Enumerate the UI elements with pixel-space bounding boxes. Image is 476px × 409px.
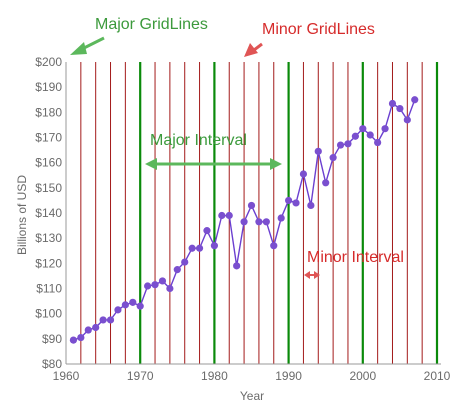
axes (65, 62, 441, 365)
data-point (285, 196, 293, 205)
y-tick-label: $80 (42, 357, 62, 371)
data-point (336, 141, 345, 149)
data-point (240, 218, 248, 226)
data-point (114, 306, 122, 314)
data-point (218, 211, 226, 220)
x-tick-label: 1970 (127, 369, 154, 383)
data-point (292, 199, 300, 207)
major-gridlines-arrow (70, 36, 105, 55)
data-point (173, 266, 181, 274)
data-point (195, 244, 204, 252)
major-gridlines-annotation: Major GridLines (95, 16, 208, 33)
data-point (299, 170, 308, 178)
data-point (403, 116, 411, 124)
data-point (181, 258, 189, 266)
data-point (374, 138, 382, 147)
data-point (144, 282, 152, 290)
data-point (322, 179, 330, 187)
data-point (411, 96, 419, 104)
data-point (262, 218, 270, 226)
data-point (270, 242, 278, 250)
data-point (84, 326, 92, 334)
minor-interval-arrow (304, 271, 320, 279)
minor-gridlines-arrow (244, 42, 263, 57)
data-point (225, 211, 233, 220)
data-point (77, 333, 85, 342)
data-point (381, 125, 389, 133)
data-point (359, 125, 367, 133)
x-axis-title: Year (240, 389, 264, 403)
data-point (307, 201, 315, 210)
major-interval-arrow (145, 158, 282, 170)
x-tick-label: 1990 (275, 369, 302, 383)
data-point (136, 302, 144, 310)
data-point (233, 262, 241, 270)
y-tick-label: $180 (35, 105, 62, 119)
data-point (277, 214, 285, 222)
data-point (166, 284, 174, 293)
data-point (388, 99, 397, 108)
minor-interval-annotation: Minor Interval (307, 249, 404, 266)
x-tick-labels: 1960 1970 1980 1990 2000 2010 (53, 369, 451, 383)
data-point (366, 131, 374, 139)
data-point (255, 218, 263, 226)
data-point (396, 104, 404, 113)
data-point (92, 323, 100, 332)
data-point (247, 201, 256, 210)
x-tick-label: 2000 (349, 369, 376, 383)
data-point (69, 336, 78, 344)
y-tick-label: $200 (35, 55, 62, 69)
y-tick-label: $190 (35, 80, 62, 94)
data-point (203, 227, 211, 235)
y-tick-labels: $80 $90 $100 $110 $120 $130 $140 $150 $160 $170 $1… (35, 55, 62, 371)
y-tick-label: $170 (35, 131, 62, 145)
data-point (329, 154, 337, 162)
y-tick-label: $130 (35, 231, 62, 245)
major-interval-annotation: Major Interval (150, 132, 247, 149)
y-tick-label: $160 (35, 156, 62, 170)
data-point (188, 244, 196, 252)
data-point (151, 281, 159, 289)
y-axis-title: Billions of USD (15, 175, 29, 255)
data-point (99, 316, 107, 324)
y-tick-label: $110 (36, 282, 62, 296)
x-tick-label: 1960 (53, 369, 80, 383)
annotations: Major GridLines Minor GridLines Major In… (70, 16, 404, 279)
data-point (351, 132, 359, 140)
y-tick-label: $100 (35, 307, 62, 321)
data-point (121, 301, 129, 309)
data-point (314, 147, 322, 155)
y-tick-label: $90 (42, 332, 62, 346)
data-point (210, 242, 218, 250)
data-point (344, 140, 352, 148)
data-point (158, 277, 167, 285)
x-tick-label: 1980 (201, 369, 228, 383)
minor-gridlines-annotation: Minor GridLines (262, 21, 375, 38)
data-point (106, 316, 115, 324)
gridlines (80, 62, 439, 364)
y-tick-label: $120 (35, 256, 62, 270)
x-tick-label: 2010 (424, 369, 451, 383)
y-tick-label: $150 (35, 181, 62, 195)
data-point (129, 298, 137, 306)
y-tick-label: $140 (35, 206, 62, 220)
data-series (69, 96, 419, 344)
